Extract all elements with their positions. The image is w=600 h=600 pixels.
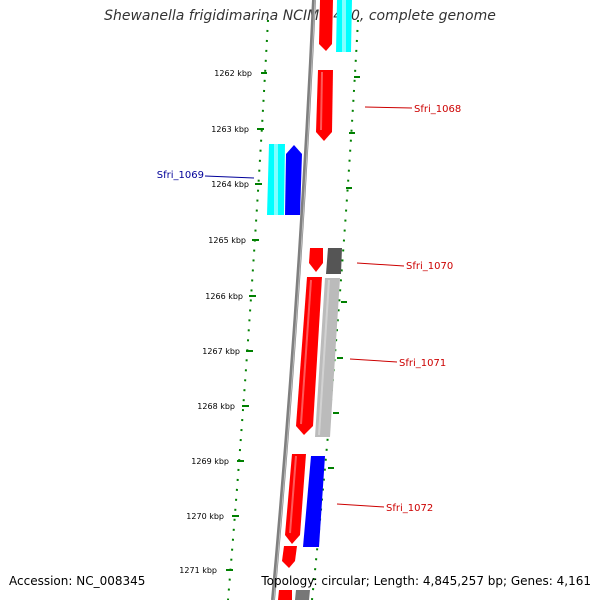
tick-label: 1267 kbp bbox=[202, 347, 240, 356]
gene-arrow-forward bbox=[309, 248, 323, 272]
tick-1263: 1263 kbp bbox=[211, 125, 264, 134]
tick-1271: 1271 kbp bbox=[179, 566, 233, 575]
tick-label: 1271 kbp bbox=[179, 566, 217, 575]
topology-text: Topology: circular; Length: 4,845,257 bp… bbox=[261, 574, 591, 588]
gene-label-sfri-1070[interactable]: Sfri_1070 bbox=[356, 261, 453, 272]
tick-label: 1270 kbp bbox=[186, 512, 224, 521]
gene-label-sfri-1072[interactable]: Sfri_1072 bbox=[336, 503, 433, 514]
gene-label-text[interactable]: Sfri_1070 bbox=[406, 261, 453, 272]
gene-arrow-forward bbox=[316, 70, 333, 141]
gene-label-text[interactable]: Sfri_1072 bbox=[386, 503, 433, 514]
gene-labels: Sfri_1068 Sfri_1069 Sfri_1070 Sfri_1071 … bbox=[157, 104, 461, 514]
gene-label-text[interactable]: Sfri_1071 bbox=[399, 358, 446, 369]
gene-arrow-forward bbox=[319, 0, 333, 51]
gene-label-sfri-1068[interactable]: Sfri_1068 bbox=[364, 104, 461, 115]
kbp-ticks: 1262 kbp 1263 kbp 1264 kbp 1265 kbp 1266… bbox=[179, 69, 360, 575]
gene-arrow-reverse bbox=[285, 145, 302, 215]
map-title: Shewanella frigidimarina NCIMB 400, comp… bbox=[104, 8, 496, 24]
tick-1266: 1266 kbp bbox=[205, 292, 256, 301]
tick-1262: 1262 kbp bbox=[214, 69, 267, 78]
gene-label-text[interactable]: Sfri_1068 bbox=[414, 104, 461, 115]
gene-arrow-forward bbox=[278, 590, 292, 600]
gene-highlights bbox=[289, 71, 330, 534]
tick-1267: 1267 kbp bbox=[202, 347, 253, 356]
gene-arrow-forward bbox=[296, 277, 322, 435]
tick-label: 1268 kbp bbox=[197, 402, 235, 411]
gene-arrow-pseudo bbox=[326, 248, 342, 274]
tick-label: 1266 kbp bbox=[205, 292, 243, 301]
gene-arrow-forward bbox=[285, 454, 306, 544]
tick-1268: 1268 kbp bbox=[197, 402, 249, 411]
gene-arrows bbox=[267, 0, 352, 600]
gene-label-text[interactable]: Sfri_1069 bbox=[157, 170, 204, 181]
tick-1269: 1269 kbp bbox=[191, 457, 244, 466]
tick-line-left bbox=[227, 19, 269, 600]
tick-label: 1269 kbp bbox=[191, 457, 229, 466]
tick-label: 1263 kbp bbox=[211, 125, 249, 134]
gene-arrow-reverse bbox=[303, 456, 325, 547]
gene-arrow-forward bbox=[282, 546, 297, 568]
tick-1264: 1264 kbp bbox=[211, 180, 262, 189]
gene-arrow-pseudo bbox=[315, 278, 340, 437]
tick-label: 1264 kbp bbox=[211, 180, 249, 189]
genome-backbone bbox=[271, 0, 316, 600]
gene-arrow-pseudo bbox=[295, 590, 310, 600]
tick-1265: 1265 kbp bbox=[208, 236, 259, 245]
gene-label-sfri-1071[interactable]: Sfri_1071 bbox=[349, 358, 446, 369]
accession-text: Accession: NC_008345 bbox=[9, 574, 146, 588]
tick-1270: 1270 kbp bbox=[186, 512, 239, 521]
tick-label: 1262 kbp bbox=[214, 69, 252, 78]
tick-label: 1265 kbp bbox=[208, 236, 246, 245]
gene-label-sfri-1069[interactable]: Sfri_1069 bbox=[157, 170, 255, 181]
